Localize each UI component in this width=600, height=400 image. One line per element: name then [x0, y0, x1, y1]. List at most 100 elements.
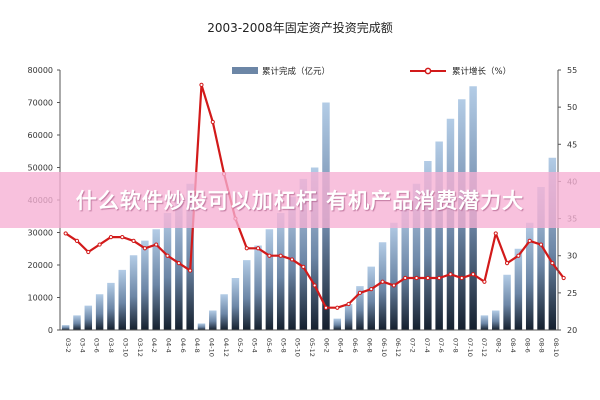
- bar: [231, 278, 240, 330]
- x-tick-label: 05-10: [294, 338, 302, 357]
- bar: [152, 229, 160, 330]
- x-tick-label: 04-6: [179, 338, 187, 353]
- watermark-text: 什么软件炒股可以加杠杆 有机产品消费潜力大: [75, 189, 525, 213]
- line-point: [357, 290, 363, 295]
- chart-title: 2003-2008年固定资产投资完成额: [207, 20, 392, 35]
- left-tick-label: 80000: [28, 66, 53, 75]
- bar: [197, 323, 206, 330]
- bar: [95, 294, 104, 330]
- bar: [356, 286, 364, 330]
- x-tick-label: 05-2: [236, 338, 244, 353]
- x-tick-label: 06-4: [337, 338, 345, 353]
- line-point: [267, 253, 272, 258]
- right-tick-label: 25: [567, 289, 577, 298]
- line-point: [108, 235, 114, 240]
- x-tick-label: 04-2: [150, 338, 158, 353]
- bar: [141, 240, 149, 330]
- line-point: [142, 246, 147, 251]
- bar: [107, 282, 115, 330]
- line-point: [289, 257, 295, 262]
- bar: [503, 274, 511, 330]
- x-tick-label: 03-12: [136, 338, 144, 357]
- line-point: [86, 249, 91, 255]
- x-tick-label: 04-8: [193, 338, 201, 353]
- bar: [254, 245, 262, 330]
- bar: [344, 304, 353, 330]
- x-tick-label: 03-4: [78, 338, 86, 353]
- line-point: [425, 275, 430, 281]
- x-tick-label: 08-10: [552, 338, 560, 357]
- line-point: [550, 261, 555, 266]
- bar: [435, 141, 443, 330]
- left-tick-label: 30000: [28, 229, 53, 238]
- x-tick-label: 07-8: [452, 338, 460, 353]
- left-tick-label: 20000: [28, 261, 53, 270]
- x-tick-label: 05-12: [308, 338, 316, 357]
- bar: [514, 248, 523, 330]
- bar: [129, 255, 138, 330]
- line-point: [471, 272, 476, 277]
- left-tick-label: 50000: [28, 164, 53, 173]
- x-tick-label: 03-8: [107, 338, 115, 353]
- line-point: [538, 242, 544, 247]
- line-point: [380, 279, 385, 284]
- left-tick-label: 10000: [28, 294, 53, 303]
- bar: [390, 222, 398, 330]
- line-point: [346, 301, 351, 307]
- bar: [333, 318, 342, 330]
- line-point: [97, 242, 102, 247]
- line-point: [120, 235, 125, 240]
- line-point: [63, 231, 68, 236]
- line-point: [255, 246, 261, 251]
- legend-line-label: 累计增长（%）: [452, 66, 511, 77]
- line-point: [504, 261, 510, 266]
- bar: [412, 183, 421, 330]
- line-point: [301, 264, 306, 269]
- legend-bar-label: 累计完成（亿元）: [262, 66, 330, 77]
- x-tick-label: 03-2: [64, 338, 72, 353]
- line-point: [188, 268, 193, 273]
- watermark-banner: [0, 172, 600, 228]
- bar: [537, 187, 545, 330]
- right-tick-label: 50: [567, 103, 577, 112]
- bar: [401, 203, 409, 330]
- line-point: [437, 275, 442, 281]
- bar: [378, 242, 387, 330]
- bar: [73, 315, 81, 330]
- x-tick-label: 08-4: [509, 338, 517, 353]
- x-tick-label: 05-4: [251, 338, 259, 353]
- x-tick-label: 04-10: [208, 338, 216, 357]
- line-point: [131, 238, 136, 243]
- line-point: [459, 275, 464, 281]
- x-tick-label: 07-2: [408, 338, 416, 353]
- x-tick-label: 06-2: [322, 338, 330, 353]
- bar: [220, 294, 228, 330]
- line-point: [482, 279, 487, 284]
- right-tick-label: 20: [567, 326, 577, 335]
- bar: [424, 161, 432, 330]
- x-tick-label: 07-10: [466, 338, 474, 357]
- bar: [61, 325, 70, 330]
- line-point: [403, 275, 408, 281]
- right-tick-label: 30: [567, 252, 577, 261]
- bar: [276, 213, 285, 330]
- x-tick-label: 05-8: [279, 338, 287, 353]
- line-point: [335, 305, 340, 310]
- line-point: [369, 287, 374, 292]
- legend-bar-swatch: [232, 67, 258, 74]
- bar: [525, 222, 534, 330]
- bar: [243, 260, 251, 330]
- bar: [209, 310, 217, 330]
- line-point: [561, 275, 566, 281]
- x-tick-label: 03-10: [121, 338, 129, 357]
- line-point: [323, 305, 329, 310]
- line-point: [244, 246, 249, 251]
- bar: [548, 157, 557, 330]
- legend-line-marker: [424, 67, 432, 75]
- x-axis-ticks: 03-2 03-4 03-6 03-8 03-10 03-12 04-2 04-4 04-6 04…: [64, 338, 560, 357]
- bar: [118, 269, 126, 330]
- line-point: [154, 242, 159, 247]
- line-point: [516, 253, 521, 258]
- line-point: [493, 231, 498, 236]
- line-series: [63, 82, 566, 310]
